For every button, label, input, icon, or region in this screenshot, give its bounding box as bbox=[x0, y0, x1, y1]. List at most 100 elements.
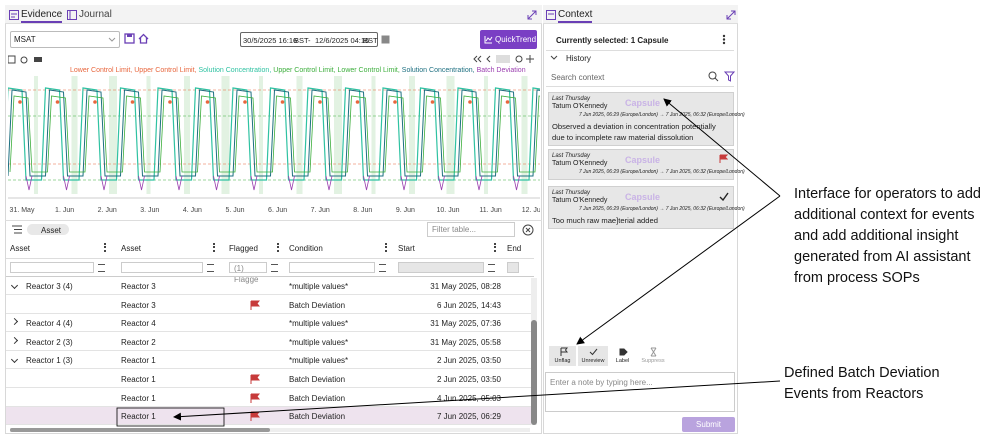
zoom-controls[interactable] bbox=[472, 54, 538, 64]
start-cell: 31 May 2025, 05:58 bbox=[430, 337, 501, 347]
flag-shape bbox=[719, 154, 728, 163]
column-menu[interactable] bbox=[277, 243, 281, 252]
column-menu[interactable] bbox=[104, 243, 108, 252]
column-header[interactable]: End bbox=[507, 244, 522, 253]
x-tick-label: 4. Jun bbox=[183, 207, 202, 214]
search-filter-icons[interactable] bbox=[708, 71, 736, 82]
filter-icon[interactable] bbox=[98, 264, 105, 272]
column-header[interactable]: Start bbox=[398, 244, 415, 253]
column-filter[interactable] bbox=[289, 262, 375, 273]
action-button[interactable]: Label bbox=[610, 346, 635, 366]
column-menu[interactable] bbox=[385, 243, 389, 252]
x-tick-label: 31. May bbox=[10, 207, 35, 214]
column-filter[interactable] bbox=[10, 262, 94, 273]
card-time: Last Thursday bbox=[552, 190, 591, 196]
action-button[interactable]: Unreview bbox=[578, 346, 608, 366]
trend-tools[interactable] bbox=[8, 55, 48, 65]
table-row[interactable]: Reactor 4 (4) Reactor 4 *multiple values* 3… bbox=[6, 314, 531, 333]
flag-shape bbox=[250, 411, 260, 422]
expand-caret[interactable] bbox=[10, 356, 19, 364]
icon-shape bbox=[619, 348, 628, 356]
condition-cell: *multiple values* bbox=[289, 356, 349, 366]
group-icon[interactable] bbox=[12, 225, 22, 234]
note-input[interactable]: Enter a note by typing here... bbox=[545, 372, 735, 412]
x-tick-label: 2. Jun bbox=[98, 207, 117, 214]
expand-caret[interactable] bbox=[10, 336, 19, 344]
column-filter[interactable]: (1) Flagge bbox=[229, 262, 267, 284]
start-cell: 31 May 2025, 07:36 bbox=[430, 319, 501, 329]
tab-evidence[interactable]: Evidence bbox=[21, 9, 63, 23]
filter-input[interactable]: Filter table... bbox=[427, 222, 515, 237]
icon-shape bbox=[560, 347, 568, 356]
expand-caret[interactable] bbox=[10, 318, 19, 326]
v-scroll-thumb[interactable] bbox=[531, 320, 537, 425]
h-scroll-thumb[interactable] bbox=[10, 428, 270, 432]
legend-entry: Lower Control Limit, bbox=[70, 67, 133, 74]
context-expand-icon[interactable] bbox=[726, 10, 736, 20]
filter-icon[interactable] bbox=[207, 264, 214, 272]
tab-context[interactable]: Context bbox=[558, 9, 593, 23]
column-header[interactable]: Flagged bbox=[229, 244, 258, 253]
group-label: Reactor 3 (4) bbox=[26, 282, 73, 291]
table-row[interactable]: Reactor 1 (3) Reactor 1 *multiple values* 2… bbox=[6, 351, 531, 370]
context-card[interactable]: Last Thursday Tatum O'Kennedy Capsule 7 Jun… bbox=[548, 186, 745, 229]
header-border bbox=[6, 276, 534, 277]
column-header[interactable]: Condition bbox=[289, 244, 323, 253]
action-button[interactable]: Suppress bbox=[637, 346, 669, 366]
column-filter[interactable] bbox=[507, 262, 519, 273]
column-header[interactable]: Asset bbox=[121, 244, 142, 253]
table-row[interactable]: Reactor 3 (4) Reactor 3 *multiple values* 3… bbox=[6, 277, 531, 295]
card-kind: Capsule bbox=[625, 98, 661, 108]
tab-journal[interactable]: Journal bbox=[79, 9, 112, 20]
submit-button[interactable]: Submit bbox=[682, 417, 735, 432]
context-card[interactable]: Last Thursday Tatum O'Kennedy Capsule 7 Jun… bbox=[548, 149, 745, 180]
table-row[interactable]: Reactor 1 Batch Deviation 2 Jun 2025, 03:5… bbox=[6, 370, 531, 388]
save-icon[interactable] bbox=[124, 33, 135, 44]
group-label: Reactor 1 (3) bbox=[26, 356, 73, 366]
column-filter[interactable] bbox=[398, 262, 484, 273]
flag-shape bbox=[250, 374, 260, 384]
date-range[interactable] bbox=[240, 32, 378, 47]
clear-filter[interactable] bbox=[522, 224, 534, 236]
search-context[interactable]: Search context bbox=[551, 73, 605, 82]
asset-chip[interactable] bbox=[27, 224, 69, 235]
context-card[interactable]: Last Thursday Tatum O'Kennedy Capsule 7 Jun… bbox=[548, 92, 745, 146]
start-cell: 4 Jun 2025, 05:03 bbox=[436, 393, 501, 403]
expand-icon[interactable] bbox=[527, 10, 537, 20]
table-row[interactable]: Reactor 1 Batch Deviation 4 Jun 2025, 05:0… bbox=[6, 389, 531, 407]
asset-cell: Reactor 1 bbox=[121, 412, 156, 422]
filter-icon[interactable] bbox=[488, 264, 495, 272]
filter-icon[interactable] bbox=[379, 264, 386, 272]
column-header[interactable]: Asset bbox=[10, 244, 31, 253]
column-menu[interactable] bbox=[494, 243, 498, 252]
table-row[interactable]: Reactor 1 Batch Deviation 7 Jun 2025, 06:2… bbox=[6, 407, 531, 426]
quicktrend-button[interactable] bbox=[480, 30, 537, 49]
deviation-dip bbox=[63, 175, 70, 191]
column-menu[interactable] bbox=[213, 243, 217, 252]
card-time: Last Thursday bbox=[552, 96, 591, 102]
action-label: Unflag bbox=[554, 358, 571, 364]
home-icon[interactable] bbox=[138, 33, 149, 44]
asset-dropdown[interactable] bbox=[10, 31, 120, 48]
table-row[interactable]: Reactor 2 (3) Reactor 2 *multiple values* 3… bbox=[6, 333, 531, 351]
event-band bbox=[409, 76, 415, 194]
calendar-icon[interactable] bbox=[381, 34, 390, 44]
deviation-dip bbox=[325, 175, 333, 191]
journal-icon bbox=[67, 10, 77, 20]
range-end-tz: BST bbox=[363, 36, 378, 45]
history-caret[interactable] bbox=[550, 55, 558, 61]
column-filter[interactable] bbox=[121, 262, 203, 273]
event-band bbox=[184, 76, 190, 194]
action-button[interactable]: Unflag bbox=[549, 346, 576, 366]
more-menu[interactable] bbox=[722, 34, 726, 45]
action-label: Label bbox=[615, 358, 630, 364]
header-border bbox=[6, 258, 534, 259]
history-label[interactable]: History bbox=[566, 54, 591, 63]
selection-summary: Currently selected: 1 Capsule bbox=[556, 36, 669, 45]
expand-caret[interactable] bbox=[10, 281, 19, 290]
flag-shape bbox=[250, 300, 260, 310]
table-row[interactable]: Reactor 3 Batch Deviation 6 Jun 2025, 14:4… bbox=[6, 296, 531, 314]
filter-icon[interactable] bbox=[271, 264, 278, 272]
group-label: Reactor 2 (3) bbox=[26, 337, 73, 347]
evidence-icon bbox=[9, 10, 19, 20]
